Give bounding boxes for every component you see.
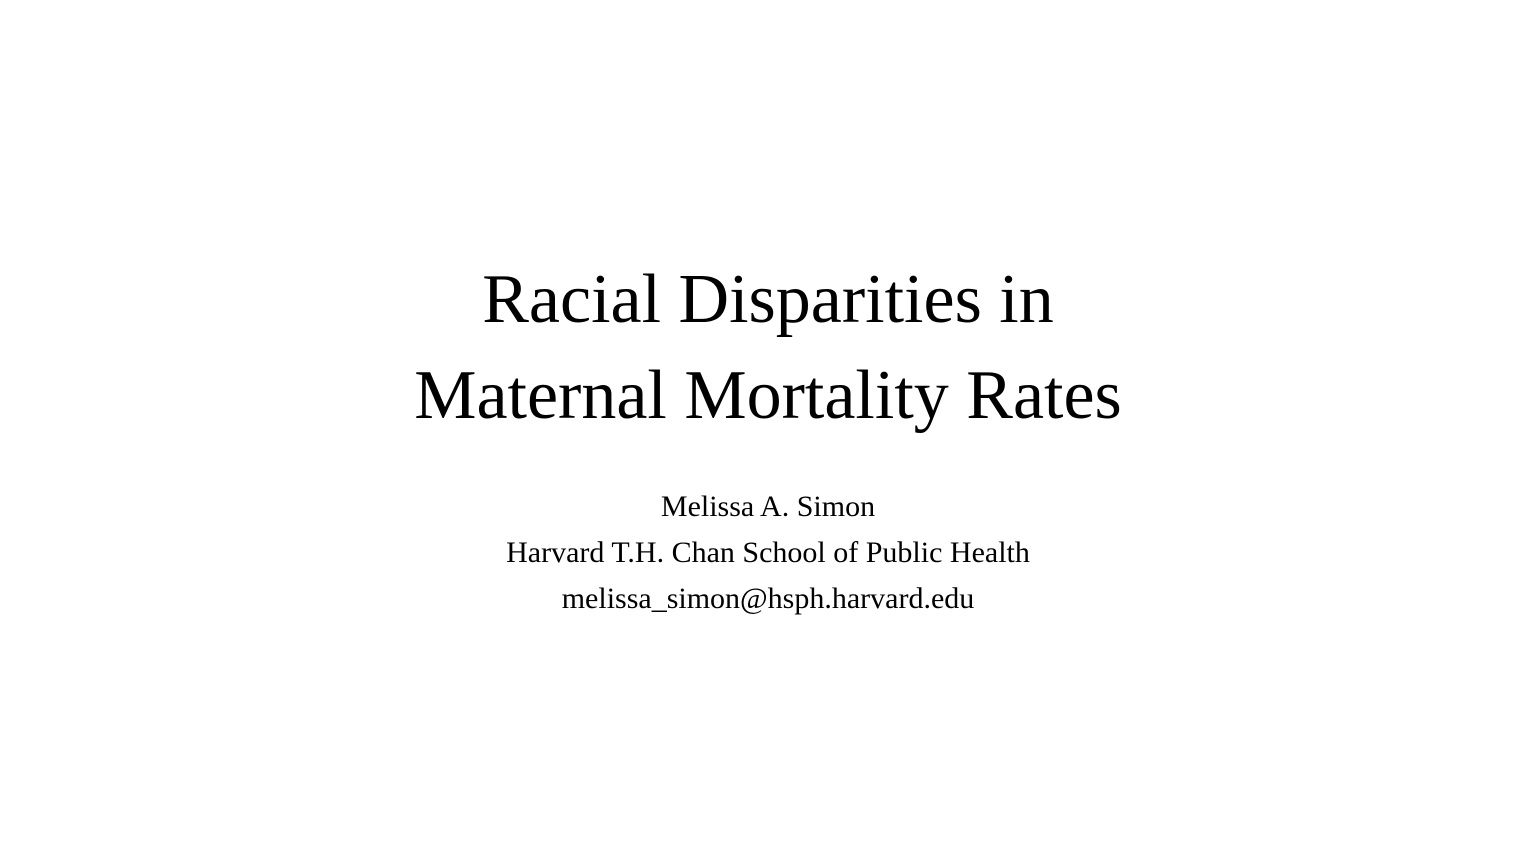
slide-title: Racial Disparities in Maternal Mortality… xyxy=(0,252,1536,444)
slide-title-line-2: Maternal Mortality Rates xyxy=(414,357,1122,434)
slide-subtitle: Melissa A. Simon Harvard T.H. Chan Schoo… xyxy=(0,484,1536,622)
slide-title-line-1: Racial Disparities in xyxy=(482,261,1054,338)
author-name: Melissa A. Simon xyxy=(660,490,876,523)
author-affiliation: Harvard T.H. Chan School of Public Healt… xyxy=(506,536,1030,569)
author-email: melissa_simon@hsph.harvard.edu xyxy=(561,582,975,615)
